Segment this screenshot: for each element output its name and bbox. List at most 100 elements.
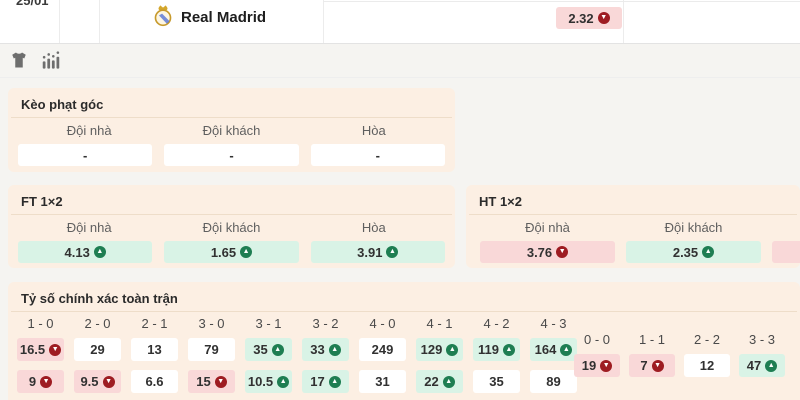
odds-cell[interactable]: 47 ▲ <box>739 354 785 377</box>
odds-cell[interactable]: 2.32 ▼ <box>556 7 622 29</box>
odds-cell[interactable]: 3.91 ▲ <box>310 241 445 263</box>
odds-cell[interactable]: 9 ▼ <box>17 370 64 393</box>
odds-value: 89 <box>546 374 561 389</box>
odds-value: 22 <box>424 374 439 389</box>
corner-odds-card: Kèo phạt góc Đội nhà Đội khách Hòa - - - <box>8 88 455 172</box>
card-title: HT 1×2 <box>479 194 522 209</box>
odds-cell[interactable]: 119 ▲ <box>473 338 520 361</box>
odds-value: 9.5 <box>80 374 99 389</box>
card-title: Tỷ số chính xác toàn trận <box>21 291 178 306</box>
column-header: 4 - 2 <box>483 316 510 331</box>
score-odds-row-2: 9 ▼ 9.5 ▼ 6.6 15 ▼ 10.5 ▲ 17 ▲ 31 22 ▲ 35 89 <box>8 370 800 393</box>
trend-down-icon: ▼ <box>49 343 62 356</box>
column-divider <box>323 0 324 43</box>
odds-cell[interactable]: 12 <box>684 354 730 377</box>
odds-cell[interactable]: - <box>164 144 299 166</box>
odds-cell[interactable]: 19 ▼ <box>574 354 620 377</box>
trend-up-icon: ▲ <box>386 246 399 258</box>
odds-cell[interactable]: 2.35 ▲ <box>626 241 761 263</box>
trend-down-icon: ▼ <box>651 359 664 372</box>
odds-cell[interactable]: 1.65 ▲ <box>164 241 299 263</box>
card-title: FT 1×2 <box>21 194 63 209</box>
trend-up-icon: ▲ <box>446 343 459 356</box>
jersey-icon[interactable] <box>10 51 28 74</box>
odds-cell[interactable]: 3.76 ▼ <box>480 241 615 263</box>
odds-value: 3.91 <box>357 244 383 260</box>
trend-up-icon: ▲ <box>502 343 515 356</box>
odds-cell[interactable]: 16.5 ▼ <box>17 338 64 361</box>
column-header: 4 - 1 <box>426 316 453 331</box>
column-header: Đội khách <box>664 220 723 235</box>
odds-cell[interactable]: - <box>18 144 153 166</box>
trend-up-icon: ▲ <box>93 246 106 258</box>
odds-cell[interactable]: 249 <box>359 338 406 361</box>
odds-value: 35 <box>253 342 268 357</box>
odds-value: 16.5 <box>19 342 46 357</box>
odds-value: 31 <box>375 374 390 389</box>
trend-down-icon: ▼ <box>214 375 227 388</box>
odds-cell[interactable]: 33 ▲ <box>302 338 349 361</box>
odds-cell[interactable]: 164 ▲ <box>530 338 577 361</box>
odds-value: 4.13 <box>64 244 90 260</box>
column-header: Đội nhà <box>66 220 112 235</box>
odds-cell[interactable]: 89 <box>530 370 577 393</box>
divider <box>11 311 797 312</box>
odds-value: 1.65 <box>210 244 237 260</box>
odds-value: 19 <box>581 358 597 373</box>
column-header: 2 - 0 <box>84 316 111 331</box>
odds-value: 3.76 <box>526 244 553 260</box>
correct-score-card: Tỷ số chính xác toàn trận 1 - 0 2 - 0 2 - … <box>8 282 800 400</box>
draw-header-row: 0 - 0 1 - 1 2 - 2 3 - 3 <box>574 332 785 354</box>
match-row[interactable]: 25/01 Real Madrid 2.32 ▼ <box>0 0 800 44</box>
odds-value: 47 <box>746 358 762 373</box>
odds-cell[interactable]: - <box>310 144 445 166</box>
odds-cell[interactable]: 35 <box>473 370 520 393</box>
odds-row: 4.13 ▲ 1.65 ▲ 3.91 ▲ <box>8 238 455 266</box>
odds-value: 249 <box>371 342 394 357</box>
odds-value: 13 <box>147 342 162 357</box>
column-header: 4 - 0 <box>369 316 396 331</box>
column-header: Hòa <box>361 123 386 138</box>
trend-up-icon: ▲ <box>702 246 715 258</box>
odds-value: 6.6 <box>145 374 164 389</box>
stats-icon[interactable] <box>40 48 62 76</box>
toolbar <box>0 43 800 78</box>
divider <box>11 117 452 118</box>
odds-value: 12 <box>699 358 715 373</box>
column-header: 3 - 1 <box>255 316 282 331</box>
odds-cell[interactable]: 10.5 ▲ <box>245 370 292 393</box>
trend-down-icon: ▼ <box>102 375 115 388</box>
odds-cell[interactable]: 31 <box>359 370 406 393</box>
ht-1x2-card: HT 1×2 Đội nhà Đội khách 3.76 ▼ 2.35 ▲ <box>466 185 800 268</box>
odds-cell[interactable]: 7 ▼ <box>629 354 675 377</box>
trend-up-icon: ▲ <box>240 246 253 258</box>
odds-cell[interactable]: 6.6 <box>131 370 178 393</box>
odds-cell[interactable]: 4.13 ▲ <box>18 241 153 263</box>
odds-cell[interactable]: 79 <box>188 338 235 361</box>
trend-up-icon: ▲ <box>328 343 341 356</box>
column-header: 3 - 0 <box>198 316 225 331</box>
odds-cell[interactable]: 13 <box>131 338 178 361</box>
odds-value: 7 <box>640 358 648 373</box>
odds-cell[interactable]: 22 ▲ <box>416 370 463 393</box>
odds-value: 79 <box>204 342 219 357</box>
odds-value: 164 <box>534 342 557 357</box>
column-header: Đội khách <box>202 220 261 235</box>
score-header-row: 1 - 0 2 - 0 2 - 1 3 - 0 3 - 1 3 - 2 4 - 0 4 - 1… <box>8 312 800 338</box>
column-header: 4 - 3 <box>540 316 567 331</box>
trend-up-icon: ▲ <box>328 375 341 388</box>
odds-cell[interactable]: 35 ▲ <box>245 338 292 361</box>
odds-cell[interactable]: 129 ▲ <box>416 338 463 361</box>
odds-value: - <box>375 147 380 163</box>
odds-cell[interactable]: 9.5 ▼ <box>74 370 121 393</box>
column-header: 1 - 1 <box>638 332 665 347</box>
odds-cell[interactable] <box>772 241 800 263</box>
team-cell[interactable]: Real Madrid <box>152 3 266 32</box>
column-header: Đội nhà <box>66 123 112 138</box>
column-header: 1 - 0 <box>27 316 54 331</box>
odds-value: - <box>229 147 234 163</box>
odds-cell[interactable]: 29 <box>74 338 121 361</box>
odds-cell[interactable]: 15 ▼ <box>188 370 235 393</box>
draw-odds-row: 19 ▼ 7 ▼ 12 47 ▲ <box>574 354 785 377</box>
odds-cell[interactable]: 17 ▲ <box>302 370 349 393</box>
